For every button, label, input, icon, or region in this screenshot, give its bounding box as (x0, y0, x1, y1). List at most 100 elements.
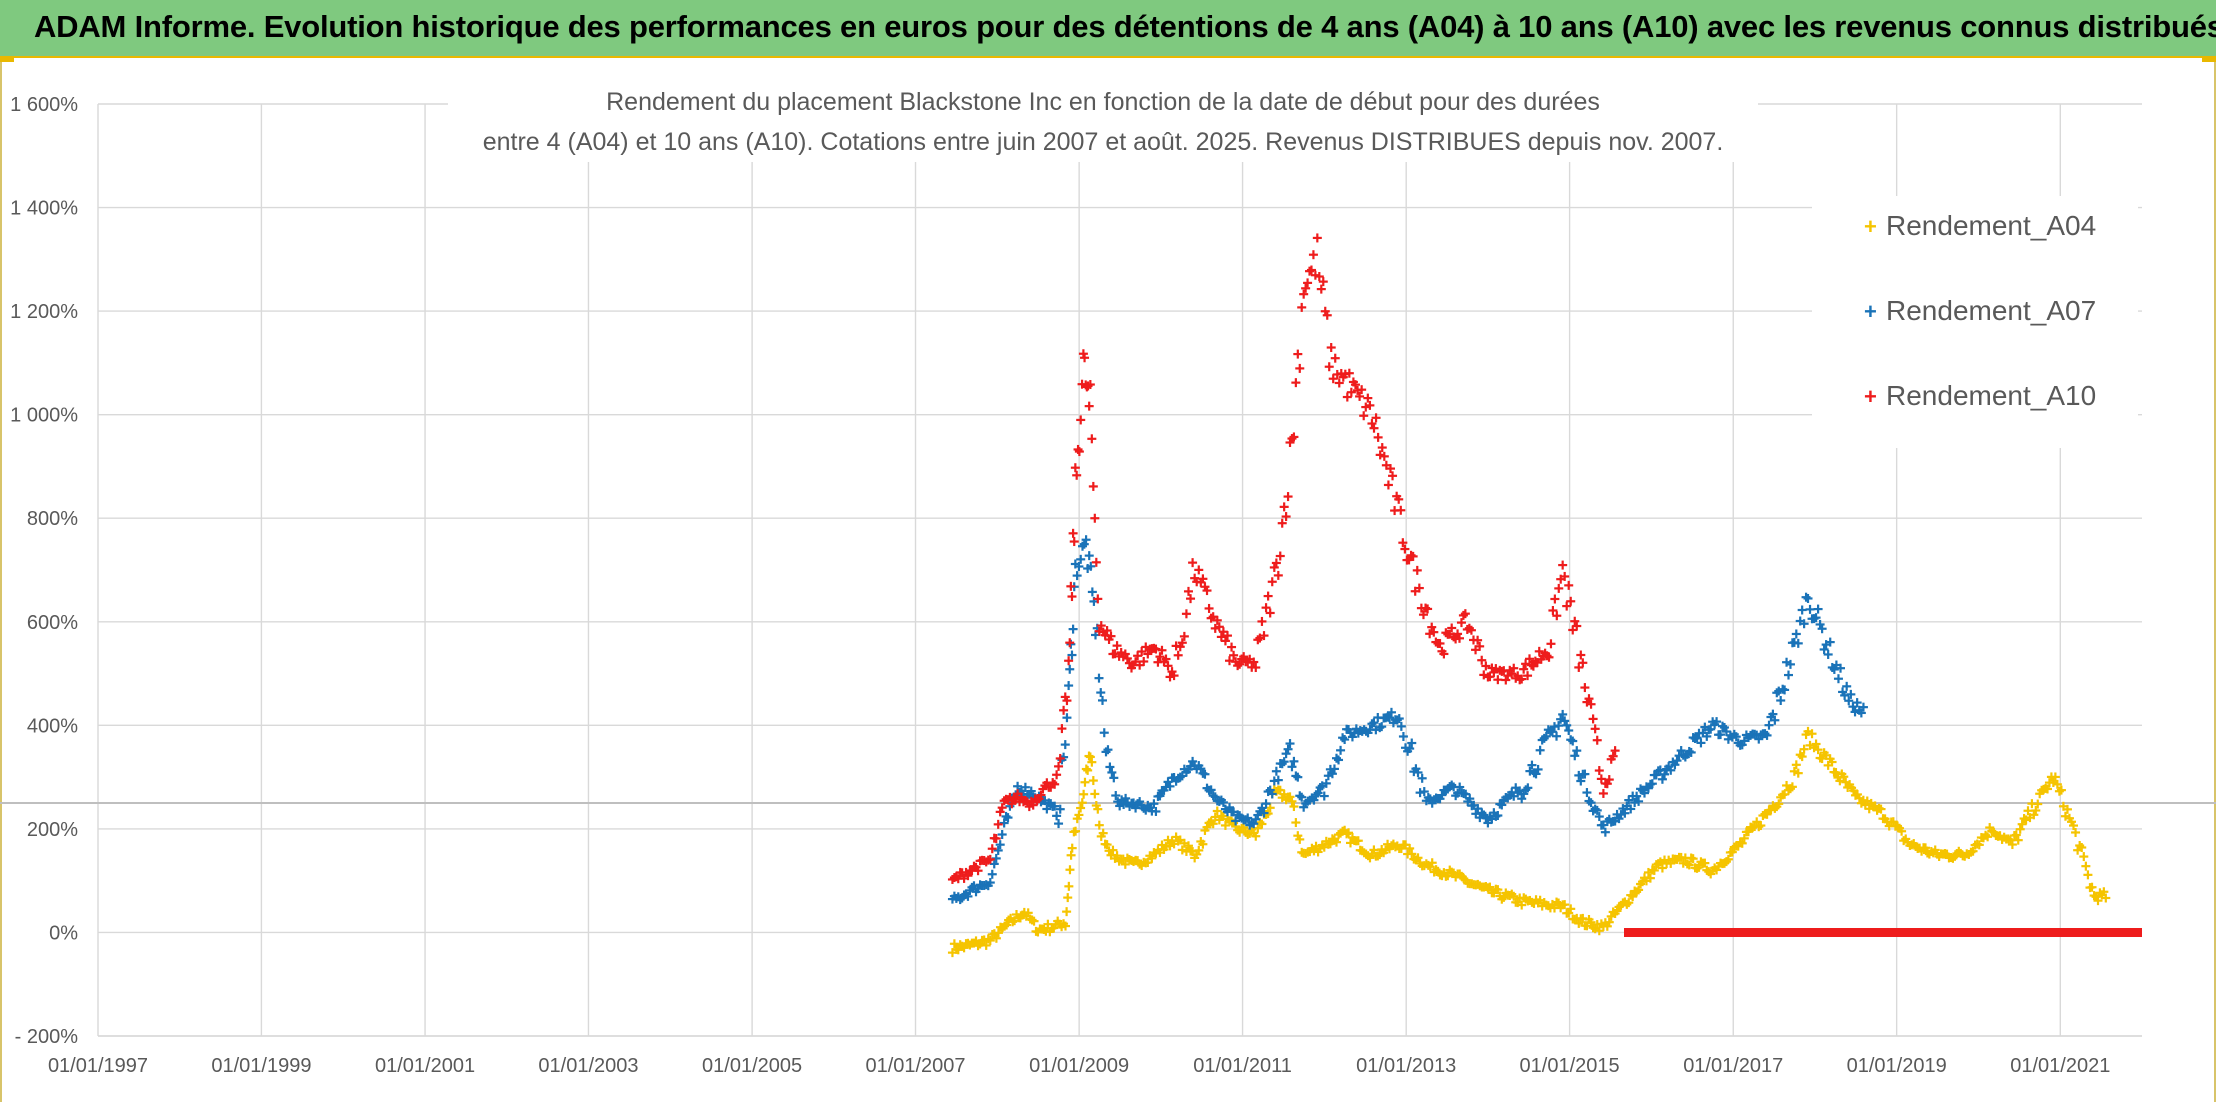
point-rendement-a07 (1200, 769, 1210, 779)
point-rendement-a10 (1594, 766, 1604, 776)
point-rendement-a10 (1179, 631, 1189, 641)
point-rendement-a07 (1702, 731, 1712, 741)
point-rendement-a07 (1054, 819, 1064, 829)
point-rendement-a04 (1657, 863, 1667, 873)
point-rendement-a07 (1196, 764, 1206, 774)
point-rendement-a07 (1149, 799, 1159, 809)
point-rendement-a07 (1523, 783, 1533, 793)
point-rendement-a07 (963, 891, 973, 901)
point-rendement-a10 (1065, 638, 1075, 648)
legend-label-a07: Rendement_A07 (1886, 295, 2097, 326)
y-tick-label: 0% (49, 922, 78, 944)
point-rendement-a10 (1091, 557, 1101, 567)
point-rendement-a10 (1271, 558, 1281, 568)
point-rendement-a07 (1065, 664, 1075, 674)
point-rendement-a10 (1173, 650, 1183, 660)
point-rendement-a04 (1198, 839, 1208, 849)
point-rendement-a04 (1083, 765, 1093, 775)
point-rendement-a04 (1628, 892, 1638, 902)
point-rendement-a07 (1052, 811, 1062, 821)
point-rendement-a10 (1460, 609, 1470, 619)
point-rendement-a07 (1632, 791, 1642, 801)
point-rendement-a04 (1920, 843, 1930, 853)
point-rendement-a07 (1657, 774, 1667, 784)
point-rendement-a07 (1067, 650, 1077, 660)
x-tick-label: 01/01/1997 (48, 1055, 148, 1077)
point-rendement-a10 (1068, 528, 1078, 538)
point-rendement-a10 (1501, 675, 1511, 685)
point-rendement-a10 (1251, 663, 1261, 673)
point-rendement-a07 (1340, 735, 1350, 745)
point-rendement-a07 (1803, 593, 1813, 603)
point-rendement-a10 (1396, 505, 1406, 515)
point-rendement-a10 (1414, 583, 1424, 593)
point-rendement-a04 (1062, 907, 1072, 917)
point-rendement-a04 (1739, 833, 1749, 843)
point-rendement-a07 (1768, 709, 1778, 719)
point-rendement-a07 (1696, 738, 1706, 748)
point-rendement-a10 (1517, 674, 1527, 684)
point-rendement-a10 (1265, 608, 1275, 618)
point-rendement-a10 (985, 854, 995, 864)
y-tick-label: 1 400% (10, 198, 78, 220)
series-rendement-a10 (947, 233, 2142, 937)
point-rendement-a04 (1331, 837, 1341, 847)
point-rendement-a07 (1582, 788, 1592, 798)
point-rendement-a10 (1067, 592, 1077, 602)
point-rendement-a07 (1076, 554, 1086, 564)
point-rendement-a07 (1297, 792, 1307, 802)
point-rendement-a07 (1287, 762, 1297, 772)
point-rendement-a04 (1295, 834, 1305, 844)
y-tick-label: 1 600% (10, 94, 78, 116)
point-rendement-a07 (1780, 685, 1790, 695)
point-rendement-a04 (1289, 802, 1299, 812)
point-rendement-a10 (1283, 492, 1293, 502)
point-rendement-a10 (1576, 650, 1586, 660)
point-rendement-a10 (1259, 631, 1269, 641)
legend-label-a04: Rendement_A04 (1886, 210, 2097, 241)
x-tick-label: 01/01/2003 (538, 1055, 638, 1077)
point-rendement-a07 (1706, 724, 1716, 734)
point-rendement-a10 (1552, 611, 1562, 621)
point-rendement-a07 (993, 845, 1003, 855)
point-rendement-a07 (1319, 791, 1329, 801)
point-rendement-a10 (1279, 502, 1289, 512)
point-rendement-a10 (1385, 464, 1395, 474)
point-rendement-a04 (1485, 882, 1495, 892)
point-rendement-a07 (1686, 747, 1696, 757)
point-rendement-a04 (1574, 918, 1584, 928)
point-rendement-a04 (1897, 826, 1907, 836)
point-rendement-a07 (1151, 806, 1161, 816)
point-rendement-a07 (1334, 755, 1344, 765)
point-rendement-a07 (1712, 717, 1722, 727)
series-rendement-a04 (947, 726, 2111, 958)
point-rendement-a04 (2077, 842, 2087, 852)
point-rendement-a10 (1398, 538, 1408, 548)
point-rendement-a07 (989, 859, 999, 869)
point-rendement-a07 (1099, 728, 1109, 738)
point-rendement-a04 (1634, 885, 1644, 895)
point-rendement-a10 (1308, 250, 1318, 260)
point-rendement-a04 (1649, 865, 1659, 875)
point-rendement-a04 (1080, 777, 1090, 787)
x-tick-label: 01/01/2005 (702, 1055, 802, 1077)
point-rendement-a07 (1592, 805, 1602, 815)
point-rendement-a04 (1064, 881, 1074, 891)
point-rendement-a10 (1316, 284, 1326, 294)
point-rendement-a10 (1151, 644, 1161, 654)
point-rendement-a10 (997, 803, 1007, 813)
point-rendement-a10 (1183, 586, 1193, 596)
point-rendement-a07 (1279, 757, 1289, 767)
point-rendement-a07 (1079, 539, 1089, 549)
point-rendement-a10 (1400, 544, 1410, 554)
point-rendement-a07 (1103, 745, 1113, 755)
point-rendement-a10 (1534, 646, 1544, 656)
point-rendement-a07 (1844, 696, 1854, 706)
point-rendement-a10 (1574, 662, 1584, 672)
point-rendement-a07 (1535, 745, 1545, 755)
point-rendement-a07 (1846, 689, 1856, 699)
point-rendement-a07 (1762, 730, 1772, 740)
point-rendement-a07 (1813, 604, 1823, 614)
point-rendement-a10 (1080, 353, 1090, 363)
point-rendement-a07 (1785, 659, 1795, 669)
